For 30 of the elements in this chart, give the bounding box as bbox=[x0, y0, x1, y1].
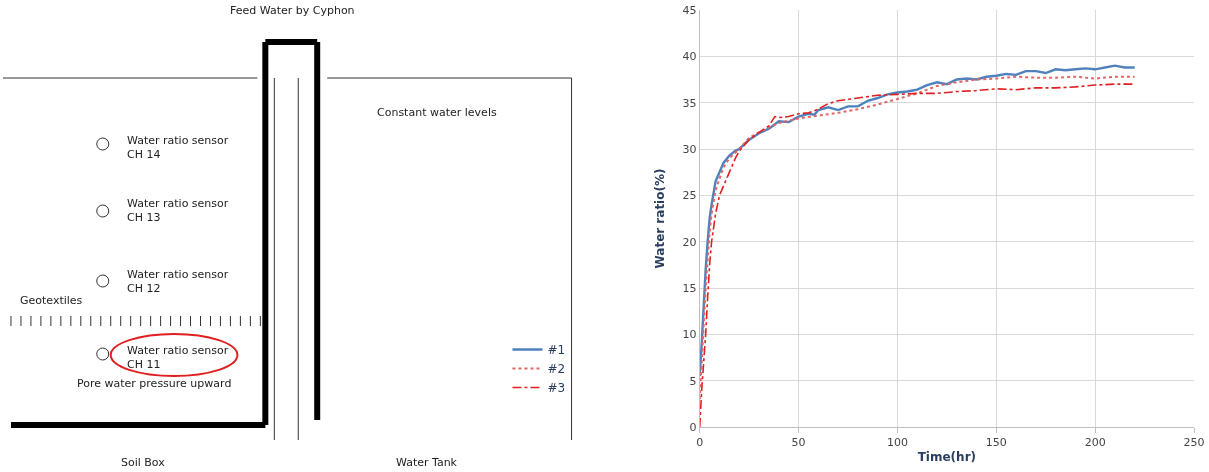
x-axis-title: Time(hr) bbox=[917, 450, 977, 465]
y-tick-label: 35 bbox=[682, 96, 697, 110]
text: Water ratio sensor CH 12 bbox=[127, 268, 229, 296]
text: Soil Box bbox=[121, 456, 166, 469]
x-tick-label: 50 bbox=[791, 436, 806, 450]
y-tick-label: 30 bbox=[682, 142, 697, 156]
y-tick-label: 5 bbox=[689, 374, 697, 388]
text: Feed Water by Cyphon bbox=[230, 4, 355, 17]
text: Geotextiles bbox=[20, 294, 83, 307]
text: Water ratio sensor CH 13 bbox=[127, 197, 229, 225]
x-tick-label: 150 bbox=[985, 436, 1007, 450]
y-tick-label: 15 bbox=[682, 281, 697, 295]
legend-label: #3 bbox=[547, 381, 566, 396]
y-tick-label: 45 bbox=[682, 3, 697, 17]
text: Pore water pressure upward bbox=[77, 377, 232, 390]
legend-label: #2 bbox=[547, 362, 566, 377]
text: Water ratio sensor CH 14 bbox=[127, 134, 229, 162]
x-tick-label: 100 bbox=[886, 436, 908, 450]
y-tick-label: 20 bbox=[682, 235, 697, 249]
y-tick-label: 0 bbox=[689, 420, 697, 434]
legend-label: #1 bbox=[547, 343, 566, 358]
x-tick-label: 250 bbox=[1183, 436, 1205, 450]
x-tick-label: 200 bbox=[1084, 436, 1106, 450]
text: Water ratio sensor CH 11 bbox=[127, 344, 229, 372]
text: Constant water levels bbox=[377, 106, 497, 119]
y-tick-label: 40 bbox=[682, 50, 697, 64]
y-tick-label: 10 bbox=[682, 328, 697, 342]
y-axis-title: Water ratio(%) bbox=[652, 168, 667, 269]
text: Water Tank bbox=[396, 456, 458, 469]
y-tick-label: 25 bbox=[682, 189, 697, 203]
